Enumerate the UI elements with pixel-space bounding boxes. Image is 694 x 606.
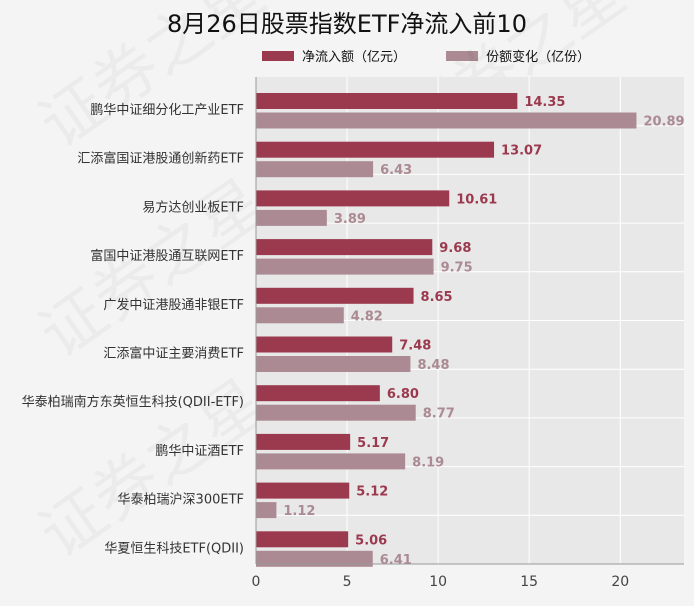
legend: 净流入额（亿元） 份额变化（亿份）: [262, 46, 626, 65]
watermark-text: 证券之星: [27, 166, 279, 373]
category-label: 华泰柏瑞沪深300ETF: [118, 492, 244, 508]
bar-share-change: [256, 209, 327, 226]
data-label-net-inflow: 5.12: [356, 485, 388, 500]
data-label-net-inflow: 13.07: [501, 144, 542, 159]
bar-net-inflow: [256, 433, 351, 450]
category-label: 鹏华中证细分化工产业ETF: [90, 103, 244, 118]
data-label-share-change: 4.82: [351, 309, 383, 324]
category-label: 富国中证港股通互联网ETF: [90, 248, 244, 264]
legend-swatch-share-change: [446, 50, 479, 61]
data-label-net-inflow: 8.65: [421, 290, 453, 305]
bar-share-change: [256, 161, 374, 178]
legend-label-net-inflow: 净流入额（亿元）: [302, 50, 407, 65]
data-label-share-change: 8.77: [423, 407, 455, 422]
bar-net-inflow: [256, 287, 414, 304]
bar-share-change: [256, 453, 406, 470]
data-label-share-change: 8.19: [412, 455, 444, 470]
bar-net-inflow: [256, 385, 380, 402]
bar-share-change: [256, 307, 344, 324]
legend-swatch-net-inflow: [262, 50, 294, 61]
legend-label-share-change: 份额变化（亿份）: [486, 50, 591, 65]
data-label-net-inflow: 5.06: [355, 533, 387, 548]
data-label-net-inflow: 14.35: [524, 95, 565, 110]
data-label-net-inflow: 10.61: [456, 192, 497, 207]
x-tick-label: 5: [343, 574, 352, 590]
x-tick-label: 15: [520, 574, 538, 590]
legend-item-net-inflow: 净流入额（亿元）: [262, 46, 406, 65]
data-label-net-inflow: 9.68: [439, 241, 471, 256]
category-label: 华泰柏瑞南方东英恒生科技(QDII-ETF): [22, 394, 244, 410]
category-label: 广发中证港股通非银ETF: [103, 297, 244, 313]
data-label-share-change: 20.89: [643, 115, 684, 130]
x-tick-label: 20: [611, 574, 629, 590]
bar-share-change: [256, 502, 277, 519]
bar-share-change: [256, 112, 637, 129]
bar-share-change: [256, 258, 434, 275]
data-label-share-change: 3.89: [334, 212, 366, 227]
legend-item-share-change: 份额变化（亿份）: [446, 46, 590, 65]
bar-net-inflow: [256, 239, 433, 256]
bar-net-inflow: [256, 190, 450, 207]
category-label: 汇添富国证港股通创新药ETF: [77, 151, 244, 167]
bar-share-change: [256, 356, 411, 372]
category-label: 易方达创业板ETF: [142, 199, 244, 215]
data-label-share-change: 1.12: [283, 504, 315, 519]
x-tick-label: 0: [252, 574, 261, 590]
watermark-text: 证券之星: [27, 0, 279, 163]
data-label-share-change: 8.48: [417, 358, 449, 373]
bar-net-inflow: [256, 482, 350, 499]
bar-share-change: [256, 404, 416, 421]
category-label: 华夏恒生科技ETF(QDII): [104, 541, 244, 556]
bar-net-inflow: [256, 93, 518, 109]
data-label-share-change: 6.41: [380, 553, 412, 568]
bar-share-change: [256, 550, 373, 567]
x-tick-label: 10: [429, 574, 447, 590]
category-label: 鹏华中证酒ETF: [155, 444, 244, 459]
data-label-share-change: 9.75: [441, 261, 473, 276]
chart-title: 8月26日股票指数ETF净流入前10: [167, 10, 527, 38]
data-label-net-inflow: 5.17: [357, 436, 389, 451]
category-label: 汇添富中证主要消费ETF: [103, 346, 244, 362]
data-label-net-inflow: 7.48: [399, 339, 431, 354]
data-label-net-inflow: 6.80: [387, 387, 419, 402]
bar-net-inflow: [256, 336, 393, 353]
bar-net-inflow: [256, 531, 349, 548]
bar-net-inflow: [256, 141, 495, 158]
data-label-share-change: 6.43: [380, 163, 412, 178]
